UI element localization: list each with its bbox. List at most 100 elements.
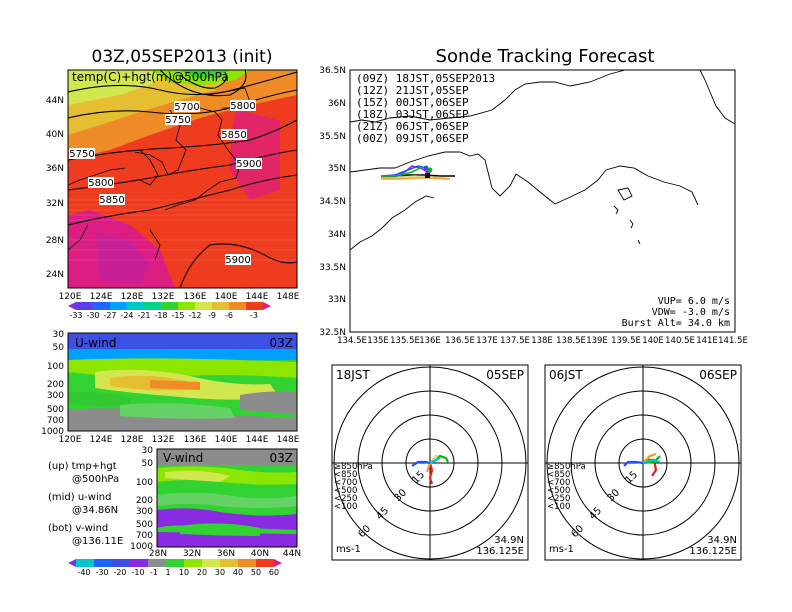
uwind-p-ticks: 30 50 100 200 300 500 700 1000 [41,330,64,437]
lon-tick: 124E [90,292,113,302]
wind-colorbar-label: 50 [251,568,261,577]
p-tick: 500 [47,405,64,415]
uwind-panel [68,333,297,431]
sonde-params: VUP= 6.0 m/s VDW= -3.0 m/s Burst Alt= 34… [622,296,730,329]
lon-tick: 141E [696,336,718,346]
note-line: @34.86N [72,505,118,516]
colorbar-label: -33 [69,311,82,320]
hodo-legend-entry: <700 [334,478,357,488]
temp-map-frame [67,69,298,289]
lat-tick: 36N [46,164,64,174]
wind-colorbar-label: 1 [165,568,170,577]
lat-tick: 32.5N [319,328,346,338]
legend-entry: (15Z) 00JST,06SEP [356,96,469,109]
hodo-legend-entry: <500 [547,486,570,496]
hodo-lon: 136.125E [689,546,737,557]
hodo-lon: 136.125E [476,546,524,557]
temp-map-lon-ticks: 120E 124E 128E 132E 136E 140E 144E 148E [59,292,300,302]
lat-tick: 36.5N [319,66,346,76]
vwind-label: V-wind [163,451,203,465]
p-tick: 500 [136,520,153,530]
hodo-unit: ms-1 [549,544,574,555]
lat-tick: 33.5N [319,263,346,273]
note-line: @500hPa [72,474,119,485]
lon-tick: 120E [59,435,82,445]
lon-tick: 148E [277,435,300,445]
hodo-lat: 34.9N [707,535,737,546]
vwind-panel [157,449,297,547]
legend-entry: (00Z) 09JST,06SEP [356,132,469,145]
lon-tick: 139E [586,336,608,346]
lon-tick: 139.5E [611,336,641,346]
uwind-frame [67,332,298,432]
vwind-frame [156,448,298,548]
param-line: VDW= -3.0 m/s [652,307,730,318]
colorbar-label: -6 [225,311,233,320]
p-tick: 50 [53,343,65,353]
lon-tick: 138E [531,336,553,346]
contour-label: 5750 [165,115,190,126]
p-tick: 1000 [41,427,64,437]
wind-colorbar-label: 40 [233,568,243,577]
track-map-frame [349,69,736,333]
colorbar-label: -12 [188,311,201,320]
wind-colorbar-label: 30 [215,568,225,577]
param-line: VUP= 6.0 m/s [658,296,730,307]
p-tick: 30 [53,330,65,340]
lat-tick: 24N [46,270,64,280]
hodo-unit: ms-1 [336,544,361,555]
lat-tick: 32N [46,199,64,209]
lon-tick: 124E [90,435,113,445]
legend-entry: (12Z) 21JST,05SEP [356,84,469,97]
p-tick: 300 [47,391,64,401]
colorbar-label: -21 [137,311,150,320]
lon-tick: 137E [476,336,498,346]
lon-tick: 134.5E [337,336,367,346]
note-line: (bot) v-wind [48,523,108,534]
p-tick: 700 [47,416,64,426]
lon-tick: 132E [152,292,175,302]
lat-tick: 40N [251,549,269,559]
lon-tick: 128E [121,435,144,445]
lon-tick: 136.5E [445,336,475,346]
colorbar-label: -3 [250,311,258,320]
track-lat-ticks: 36.5N 36N 35.5N 35N 34.5N 34N 33.5N 33N … [319,66,346,338]
p-tick: 100 [136,478,153,488]
contour-label: 5900 [236,159,261,170]
hodo-legend-entry: <850 [547,470,570,480]
hodograph-2: 15 30 45 60 06JST 06SEP 34.9N 136.125E m… [544,364,742,561]
lat-tick: 44N [283,549,301,559]
p-tick: 1000 [130,542,153,552]
lon-tick: 140E [642,336,664,346]
track-map-coast [349,69,736,251]
track-lon-ticks: 134.5E 135E 135.5E 136E 136.5E 137E 137.… [337,336,748,346]
track-legend: (09Z) 18JST,05SEP2013 (12Z) 21JST,05SEP … [356,72,495,145]
lon-tick: 135.5E [390,336,420,346]
lon-tick: 135E [367,336,389,346]
wind-colorbar-label: -30 [95,568,108,577]
wind-colorbar-label: -20 [113,568,126,577]
hodo-legend-entry: <250 [334,494,357,504]
vwind-time: 03Z [270,451,294,465]
lat-tick: 36N [328,99,346,109]
contour-label: 5750 [69,149,94,160]
colorbar-label: -18 [154,311,167,320]
contour-label: 5700 [174,102,199,113]
lon-tick: 148E [277,292,300,302]
lon-tick: 136E [419,336,441,346]
param-line: Burst Alt= 34.0 km [622,318,730,329]
contour-label: 5850 [99,195,124,206]
legend-entry: (21Z) 06JST,06SEP [356,120,469,133]
lat-tick: 33N [328,295,346,305]
colorbar-label: -27 [103,311,116,320]
wind-colorbar-label: -10 [131,568,144,577]
lon-tick: 140E [215,292,238,302]
uwind-time: 03Z [270,336,294,350]
note-line: (mid) u-wind [48,492,111,503]
wind-colorbar-label: -1 [150,568,158,577]
p-tick: 100 [47,362,64,372]
lon-tick: 138.5E [556,336,586,346]
note-line: (up) tmp+hgt [48,461,117,472]
lon-tick: 120E [59,292,82,302]
legend-entry: (18Z) 03JST,06SEP [356,108,469,121]
